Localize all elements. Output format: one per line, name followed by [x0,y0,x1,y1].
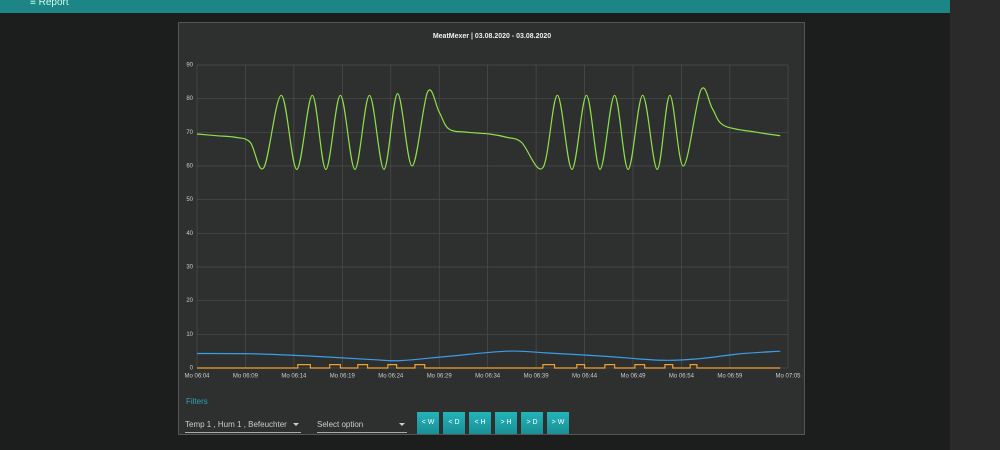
series-line [196,87,781,170]
nav-button[interactable]: < W [417,412,439,434]
x-tick-label: Mo 06:29 [427,374,453,380]
y-tick-label: 60 [186,164,193,170]
x-tick-label: Mo 07:05 [775,374,801,380]
series-select[interactable]: Temp 1 , Hum 1 , Befeuchter [185,418,301,433]
y-tick-label: 0 [190,366,194,372]
series-line [196,350,781,362]
nav-button[interactable]: < D [443,412,465,434]
y-tick-label: 50 [186,197,193,203]
y-tick-label: 80 [186,96,193,102]
x-tick-label: Mo 06:59 [717,374,743,380]
x-tick-label: Mo 06:54 [669,374,695,380]
x-tick-label: Mo 06:14 [281,374,307,380]
filters-title: Filters [186,397,208,406]
x-tick-label: Mo 06:44 [572,374,598,380]
nav-button[interactable]: > D [521,412,543,434]
x-tick-label: Mo 06:49 [620,374,646,380]
chart-title: MeatMexer | 03.08.2020 - 03.08.2020 [433,33,551,40]
nav-button[interactable]: > H [495,412,517,434]
x-tick-label: Mo 06:24 [378,374,404,380]
x-tick-label: Mo 06:04 [184,374,210,380]
y-tick-label: 90 [186,63,193,69]
series-line [197,364,781,369]
y-tick-label: 40 [186,231,193,237]
y-tick-label: 20 [186,298,193,304]
x-tick-label: Mo 06:39 [524,374,550,380]
y-tick-label: 30 [186,265,193,271]
nav-button[interactable]: < H [469,412,491,434]
y-tick-label: 70 [186,130,193,136]
x-tick-label: Mo 06:09 [233,374,259,380]
y-tick-label: 10 [186,332,193,338]
header-title: Report [38,0,69,8]
frame [950,0,1000,450]
x-tick-label: Mo 06:19 [330,374,356,380]
option-select[interactable]: Select option [317,418,407,433]
nav-button[interactable]: > W [547,412,569,434]
x-tick-label: Mo 06:34 [475,374,501,380]
header-bar: ≡ Report [0,0,950,13]
